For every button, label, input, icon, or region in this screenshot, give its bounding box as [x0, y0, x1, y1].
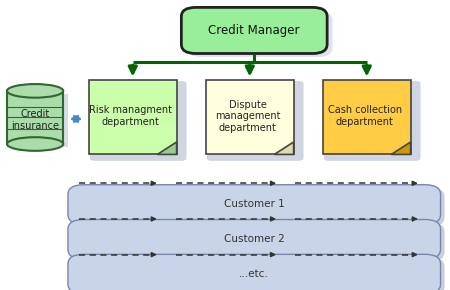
FancyBboxPatch shape: [187, 11, 333, 57]
FancyBboxPatch shape: [89, 81, 176, 154]
Text: Credit Manager: Credit Manager: [208, 24, 300, 37]
Text: ...etc.: ...etc.: [239, 269, 269, 279]
FancyBboxPatch shape: [207, 81, 303, 161]
FancyBboxPatch shape: [90, 81, 186, 161]
FancyBboxPatch shape: [7, 91, 63, 144]
FancyBboxPatch shape: [68, 220, 441, 259]
Text: Customer 2: Customer 2: [224, 234, 284, 244]
FancyBboxPatch shape: [72, 257, 445, 290]
FancyBboxPatch shape: [324, 81, 420, 161]
Polygon shape: [274, 142, 294, 154]
FancyBboxPatch shape: [11, 94, 68, 147]
FancyBboxPatch shape: [72, 187, 445, 227]
FancyBboxPatch shape: [206, 81, 294, 154]
Ellipse shape: [7, 137, 63, 151]
Text: Cash collection
department: Cash collection department: [328, 105, 402, 127]
Ellipse shape: [7, 84, 63, 98]
FancyBboxPatch shape: [323, 81, 410, 154]
Text: Risk managment
department: Risk managment department: [89, 105, 172, 127]
FancyBboxPatch shape: [72, 222, 445, 262]
Polygon shape: [392, 142, 410, 154]
Text: Dispute
management
department: Dispute management department: [215, 99, 280, 133]
FancyBboxPatch shape: [181, 7, 327, 53]
FancyBboxPatch shape: [68, 185, 441, 224]
FancyBboxPatch shape: [68, 254, 441, 290]
Polygon shape: [158, 142, 176, 154]
Text: Credit
insurance: Credit insurance: [11, 109, 59, 131]
Text: Customer 1: Customer 1: [224, 200, 284, 209]
